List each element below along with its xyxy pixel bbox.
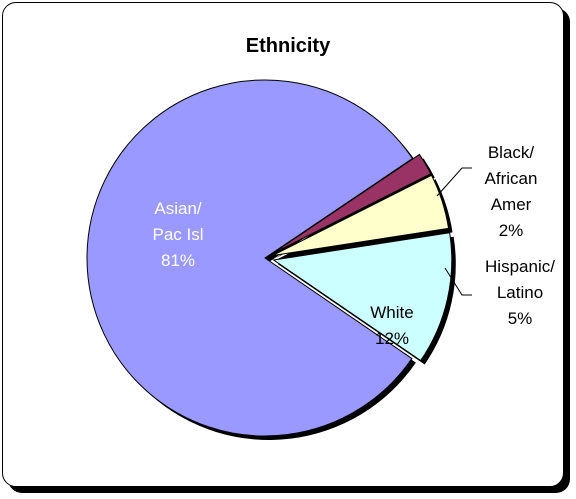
slice-category-label: Latino: [497, 283, 543, 302]
slice-category-label: Asian/: [154, 199, 202, 218]
slice-category-label: Black/: [488, 143, 535, 162]
pie-slice-3: [272, 174, 450, 257]
slice-category-label: Amer: [491, 195, 532, 214]
leader-line: [436, 167, 472, 197]
pie-slice-4: [272, 232, 453, 362]
slice-percent-label: 12%: [375, 329, 409, 348]
slice-category-label: African: [485, 169, 538, 188]
slice-category-label: White: [370, 303, 413, 322]
slice-percent-label: 81%: [161, 251, 195, 270]
slice-percent-label: 2%: [499, 221, 524, 240]
slice-percent-label: 5%: [508, 309, 533, 328]
pie-slice-2: [271, 153, 432, 255]
pie-slice-1: [86, 79, 414, 437]
slice-category-label: Hispanic/: [485, 257, 555, 276]
leader-line: [444, 267, 472, 296]
chart-title: Ethnicity: [246, 35, 331, 57]
slice-category-label: Pac Isl: [152, 225, 203, 244]
